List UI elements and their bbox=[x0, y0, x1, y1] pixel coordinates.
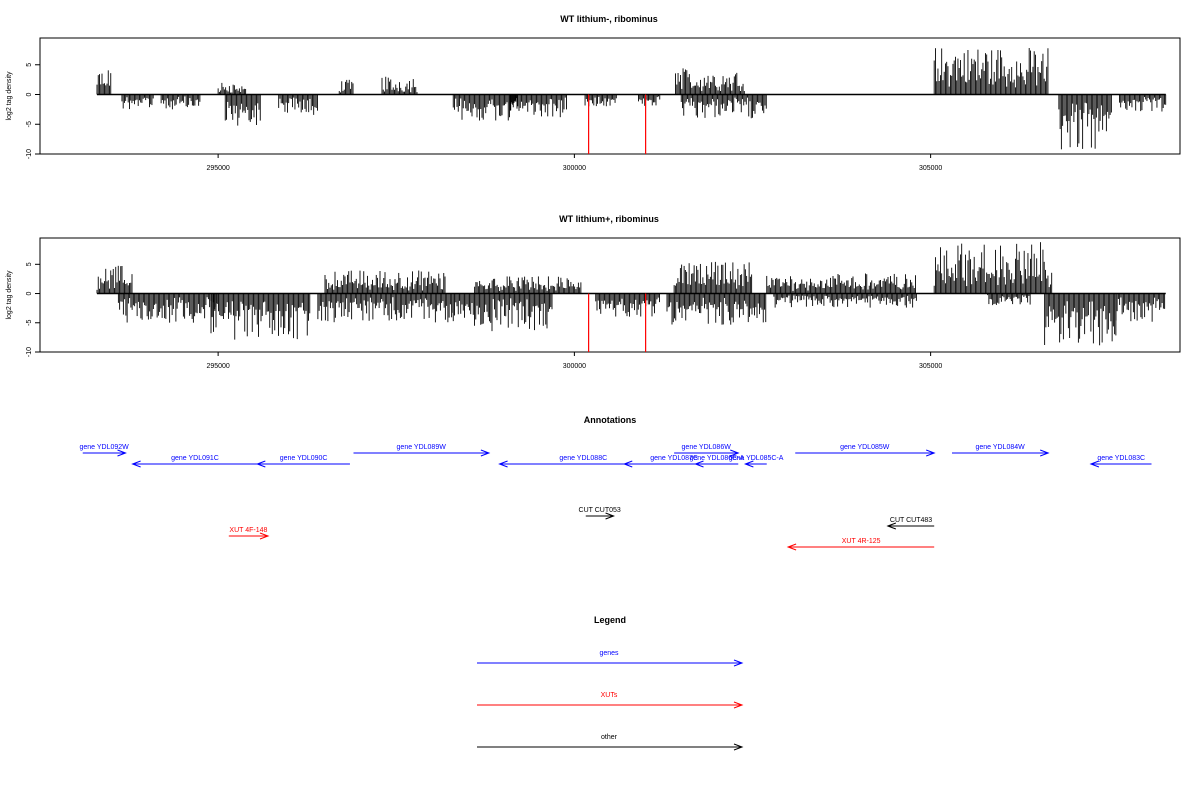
feature-label: gene YDL085W bbox=[840, 444, 890, 451]
feature-label: gene YDL088C bbox=[559, 455, 607, 462]
y-tick-label: -10 bbox=[26, 149, 33, 159]
legend-label: genes bbox=[599, 650, 619, 657]
feature-label: gene YDL092W bbox=[79, 444, 129, 451]
feature-arrowhead bbox=[786, 543, 797, 551]
feature-label: gene YDL087C bbox=[650, 455, 698, 462]
feature-arrowhead bbox=[1040, 449, 1050, 457]
y-tick-label: 5 bbox=[26, 262, 33, 266]
feature-label: gene YDL086C-A bbox=[690, 455, 745, 462]
x-tick-label: 300000 bbox=[563, 165, 586, 172]
feature-label: gene YDL083C bbox=[1097, 455, 1145, 462]
legend-arrowhead bbox=[733, 743, 744, 751]
x-tick-label: 305000 bbox=[919, 165, 942, 172]
y-tick-label: -10 bbox=[26, 347, 33, 357]
x-tick-label: 300000 bbox=[563, 363, 586, 370]
y-tick-label: 0 bbox=[26, 92, 33, 96]
feature-arrowhead bbox=[605, 512, 615, 520]
feature-arrowhead bbox=[743, 460, 754, 468]
feature-label: gene YDL086W bbox=[682, 444, 732, 451]
feature-label: CUT CUT483 bbox=[890, 517, 932, 524]
feature-label: gene YDL085C-A bbox=[729, 455, 784, 462]
x-tick-label: 295000 bbox=[206, 363, 229, 370]
feature-label: XUT 4R-125 bbox=[842, 538, 881, 545]
x-tick-label: 295000 bbox=[206, 165, 229, 172]
coverage-bars bbox=[96, 48, 1167, 150]
feature-arrowhead bbox=[131, 460, 141, 468]
legend-arrowhead bbox=[733, 659, 744, 667]
legend-title: Legend bbox=[594, 615, 626, 625]
feature-label: gene YDL084W bbox=[975, 444, 1025, 451]
legend-label: other bbox=[601, 734, 618, 741]
feature-arrowhead bbox=[480, 449, 491, 457]
y-axis-label: log2 tag density bbox=[6, 270, 13, 320]
y-tick-label: 5 bbox=[26, 63, 33, 67]
chart-title: WT lithium+, ribominus bbox=[559, 214, 659, 224]
feature-arrowhead bbox=[498, 460, 508, 468]
feature-label: XUT 4F-148 bbox=[229, 527, 267, 534]
legend-label: XUTs bbox=[601, 692, 618, 699]
feature-arrowhead bbox=[259, 532, 270, 540]
feature-label: gene YDL089W bbox=[397, 444, 447, 451]
annotations-title: Annotations bbox=[584, 415, 637, 425]
chart-title: WT lithium-, ribominus bbox=[560, 14, 658, 24]
plot-frame bbox=[39, 37, 1181, 155]
feature-arrowhead bbox=[255, 460, 266, 468]
y-axis-label: log2 tag density bbox=[6, 71, 13, 121]
feature-arrowhead bbox=[117, 449, 127, 457]
feature-arrowhead bbox=[694, 460, 704, 468]
coverage-bars bbox=[96, 242, 1166, 346]
y-tick-label: -5 bbox=[26, 320, 33, 326]
feature-arrowhead bbox=[926, 449, 936, 457]
feature-arrowhead bbox=[1089, 460, 1100, 468]
feature-arrowhead bbox=[622, 460, 633, 468]
feature-arrowhead bbox=[730, 449, 740, 457]
feature-label: CUT CUT053 bbox=[579, 507, 621, 514]
feature-label: gene YDL090C bbox=[280, 455, 328, 462]
y-tick-label: -5 bbox=[26, 121, 33, 127]
feature-label: gene YDL091C bbox=[171, 455, 219, 462]
y-tick-label: 0 bbox=[26, 291, 33, 295]
legend-arrowhead bbox=[733, 701, 744, 709]
x-tick-label: 305000 bbox=[919, 363, 942, 370]
feature-arrowhead bbox=[886, 522, 897, 530]
plot-frame bbox=[39, 237, 1181, 353]
